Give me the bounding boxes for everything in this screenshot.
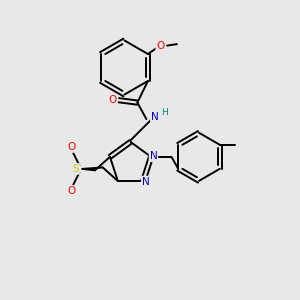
Text: N: N [151,112,159,122]
Text: O: O [156,40,165,51]
Text: H: H [161,108,168,117]
Text: O: O [68,142,76,152]
Text: O: O [109,94,117,105]
Text: S: S [73,164,79,174]
Text: N: N [150,151,157,161]
Text: O: O [68,186,76,196]
Text: N: N [142,177,149,187]
